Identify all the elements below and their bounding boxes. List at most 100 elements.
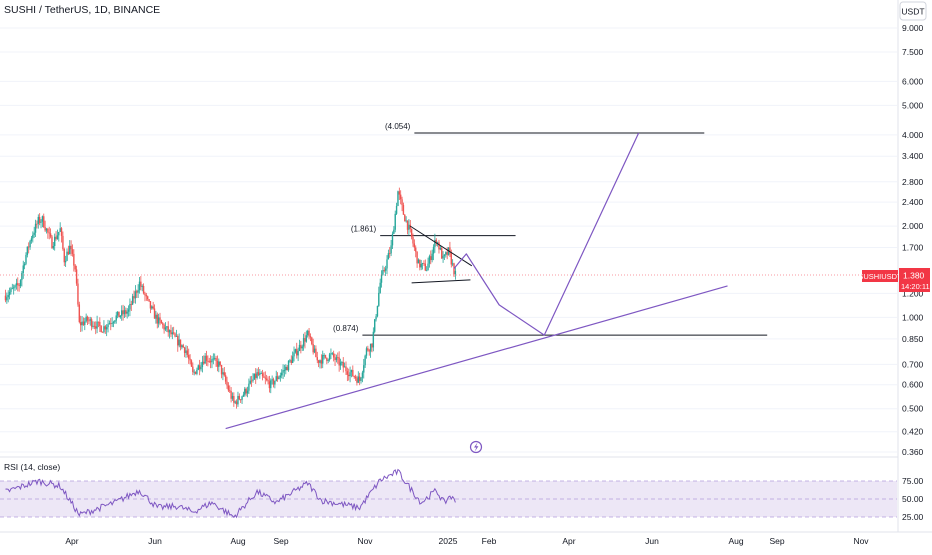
horizontal-levels[interactable]: (4.054) (1.861) (0.874) xyxy=(333,122,768,336)
currency-button[interactable]: USDT xyxy=(899,1,927,21)
candle-body xyxy=(439,248,442,250)
candle-body xyxy=(178,339,180,346)
candle-body xyxy=(382,270,384,275)
drawings[interactable] xyxy=(225,132,728,430)
candle-body xyxy=(345,366,347,372)
price-tick-label: 2.400 xyxy=(902,197,924,207)
candle-body xyxy=(264,377,267,379)
price-tick-label: 1.000 xyxy=(902,312,924,322)
candle-body xyxy=(424,263,427,271)
candle-body xyxy=(10,288,12,293)
candle-body xyxy=(15,283,18,286)
candle-body xyxy=(425,270,428,272)
candle-body xyxy=(297,351,299,356)
candle-body xyxy=(443,254,446,256)
lightning-bolt-icon[interactable] xyxy=(469,440,483,454)
candle-body xyxy=(157,317,160,324)
candle-body xyxy=(172,332,175,334)
candle-body xyxy=(420,263,422,268)
candle-body xyxy=(33,232,35,235)
candle-body xyxy=(58,231,60,236)
candle-body xyxy=(219,361,221,365)
candle-body xyxy=(337,357,339,359)
time-axis-label: Apr xyxy=(65,536,78,546)
candle-body xyxy=(229,390,231,392)
candle-body xyxy=(78,304,81,323)
candle-body xyxy=(215,357,217,362)
candle-body xyxy=(430,256,432,261)
price-tick-label: 2.000 xyxy=(902,221,924,231)
candle-body xyxy=(209,360,212,363)
candle-body xyxy=(291,356,294,364)
candle-body xyxy=(341,362,343,363)
candle-body xyxy=(185,350,187,353)
candle-body xyxy=(55,236,57,240)
candle-body xyxy=(361,372,364,378)
candle-body xyxy=(49,233,52,237)
candle-body xyxy=(203,361,205,364)
candle-body xyxy=(197,365,199,370)
candle-body xyxy=(77,283,79,305)
price-tick-label: 0.420 xyxy=(902,427,924,437)
price-tick-label: 0.850 xyxy=(902,334,924,344)
symbol-tag-bg xyxy=(862,270,898,282)
candle-body xyxy=(86,316,89,321)
candle-body xyxy=(104,326,107,330)
candle-body xyxy=(112,322,115,324)
candle-body xyxy=(375,316,377,320)
candle-body xyxy=(56,235,59,240)
candle-body xyxy=(431,253,433,261)
candle-body xyxy=(305,335,308,342)
rsi-panel[interactable] xyxy=(0,468,897,519)
candle-body xyxy=(192,366,194,373)
candle-body xyxy=(371,343,373,348)
candle-body xyxy=(160,320,163,324)
candle-body xyxy=(32,234,34,239)
candle-body xyxy=(298,344,301,352)
candle-body xyxy=(374,319,376,332)
candle-body xyxy=(92,325,94,327)
candle-body xyxy=(234,401,236,403)
candle-body xyxy=(438,242,440,250)
candle-body xyxy=(18,285,20,287)
last-price-label: 1.380 xyxy=(903,271,925,281)
candle-body xyxy=(342,362,344,368)
candle-body xyxy=(423,263,425,264)
candle-body xyxy=(279,375,282,378)
candle-body xyxy=(283,370,286,371)
candle-body xyxy=(44,227,46,231)
candle-body xyxy=(38,216,41,223)
price-tick-label: 6.000 xyxy=(902,76,924,86)
candle-body xyxy=(257,372,260,375)
candle-body xyxy=(395,205,398,214)
candle-body xyxy=(48,232,50,234)
candle-body xyxy=(417,259,420,264)
candle-body xyxy=(290,360,292,364)
candle-body xyxy=(343,366,346,368)
candle-body xyxy=(432,246,435,254)
candle-body xyxy=(6,297,8,301)
lightning-bolt-icon-glyph xyxy=(474,442,479,452)
price-tick-label: 1.200 xyxy=(902,288,924,298)
candle-body xyxy=(372,331,375,348)
candle-body xyxy=(205,355,208,361)
candle-body xyxy=(156,314,158,324)
time-axis-labels: Apr Jun Aug Sep Nov 2025 Feb Apr Jun Aug Sep Nov xyxy=(65,536,869,546)
candle-body xyxy=(90,319,93,327)
candle-body xyxy=(365,348,368,356)
candle-body xyxy=(410,228,413,237)
candle-body xyxy=(237,395,239,405)
candle-body xyxy=(406,220,409,230)
symbol-title[interactable]: SUSHI / TetherUS, 1D, BINANCE xyxy=(4,4,160,16)
candle-body xyxy=(75,269,78,284)
candle-body xyxy=(369,343,372,352)
candle-body xyxy=(136,291,138,293)
candle-body xyxy=(311,337,313,345)
candle-body xyxy=(12,287,15,289)
candle-body xyxy=(30,238,33,241)
candle-body xyxy=(85,316,87,322)
candle-body xyxy=(28,246,30,248)
candle-body xyxy=(153,308,156,319)
